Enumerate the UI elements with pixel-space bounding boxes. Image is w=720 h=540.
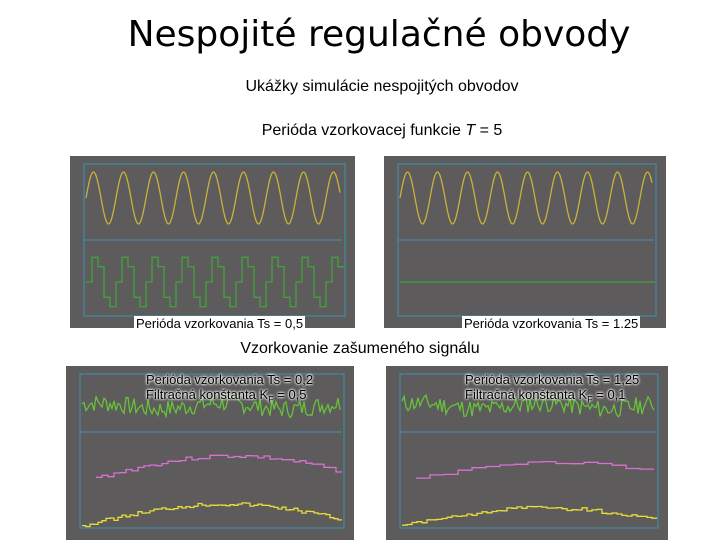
period-caption: Perióda vzorkovacej funkcie T = 5 [22, 122, 720, 140]
br-sampled-trace [416, 460, 654, 479]
noisy-heading: Vzorkovanie zašumeného signálu [240, 340, 480, 357]
scope-bottom-right [386, 366, 668, 540]
scope-bottom-right-line1: Perióda vzorkovania Ts = 1,25 [465, 372, 640, 387]
scope-top-left [70, 156, 355, 328]
scope-top-right-plot [397, 163, 657, 317]
scope-bottom-right-caption: Perióda vzorkovania Ts = 1,25 Filtračná … [465, 372, 639, 408]
scope-top-right [384, 156, 666, 328]
tl-sine-trace [85, 171, 341, 225]
scope-top-left-plot [83, 163, 346, 317]
scope-top-left-label: Perióda vzorkovania Ts = 0,5 [134, 316, 306, 331]
period-suffix: = 5 [475, 122, 503, 139]
br-frame [399, 373, 659, 529]
br-noise-trace [401, 393, 655, 418]
bl-filtered-trace [82, 502, 342, 528]
scope-bottom-left-line2: Filtračná konštanta KF = 0,5 [146, 387, 307, 405]
scope-bottom-left [66, 366, 354, 540]
page-subtitle: Ukážky simulácie nespojitých obvodov [245, 78, 519, 95]
bl-frame [79, 373, 345, 529]
scope-bottom-left-line1: Perióda vzorkovania Ts = 0,2 [146, 372, 314, 387]
scope-bottom-right-plot [399, 373, 659, 529]
scope-bottom-left-caption: Perióda vzorkovania Ts = 0,2 Filtračná k… [146, 372, 313, 408]
scope-bottom-right-line2: Filtračná konštanta KF = 0,1 [465, 387, 626, 405]
scope-top-right-label: Perióda vzorkovania Ts = 1.25 [462, 316, 641, 331]
bl-sampled-trace [96, 454, 342, 478]
period-prefix: Perióda vzorkovacej funkcie [261, 122, 466, 139]
tl-sampled-trace [86, 256, 344, 308]
br-filtered-trace [402, 505, 657, 526]
period-variable: T [465, 122, 476, 139]
tr-sine-trace [399, 171, 653, 225]
scope-bottom-left-plot [79, 373, 345, 529]
bl-noise-trace [81, 393, 341, 419]
page-title: Nespojité regulačné obvody [127, 14, 631, 55]
